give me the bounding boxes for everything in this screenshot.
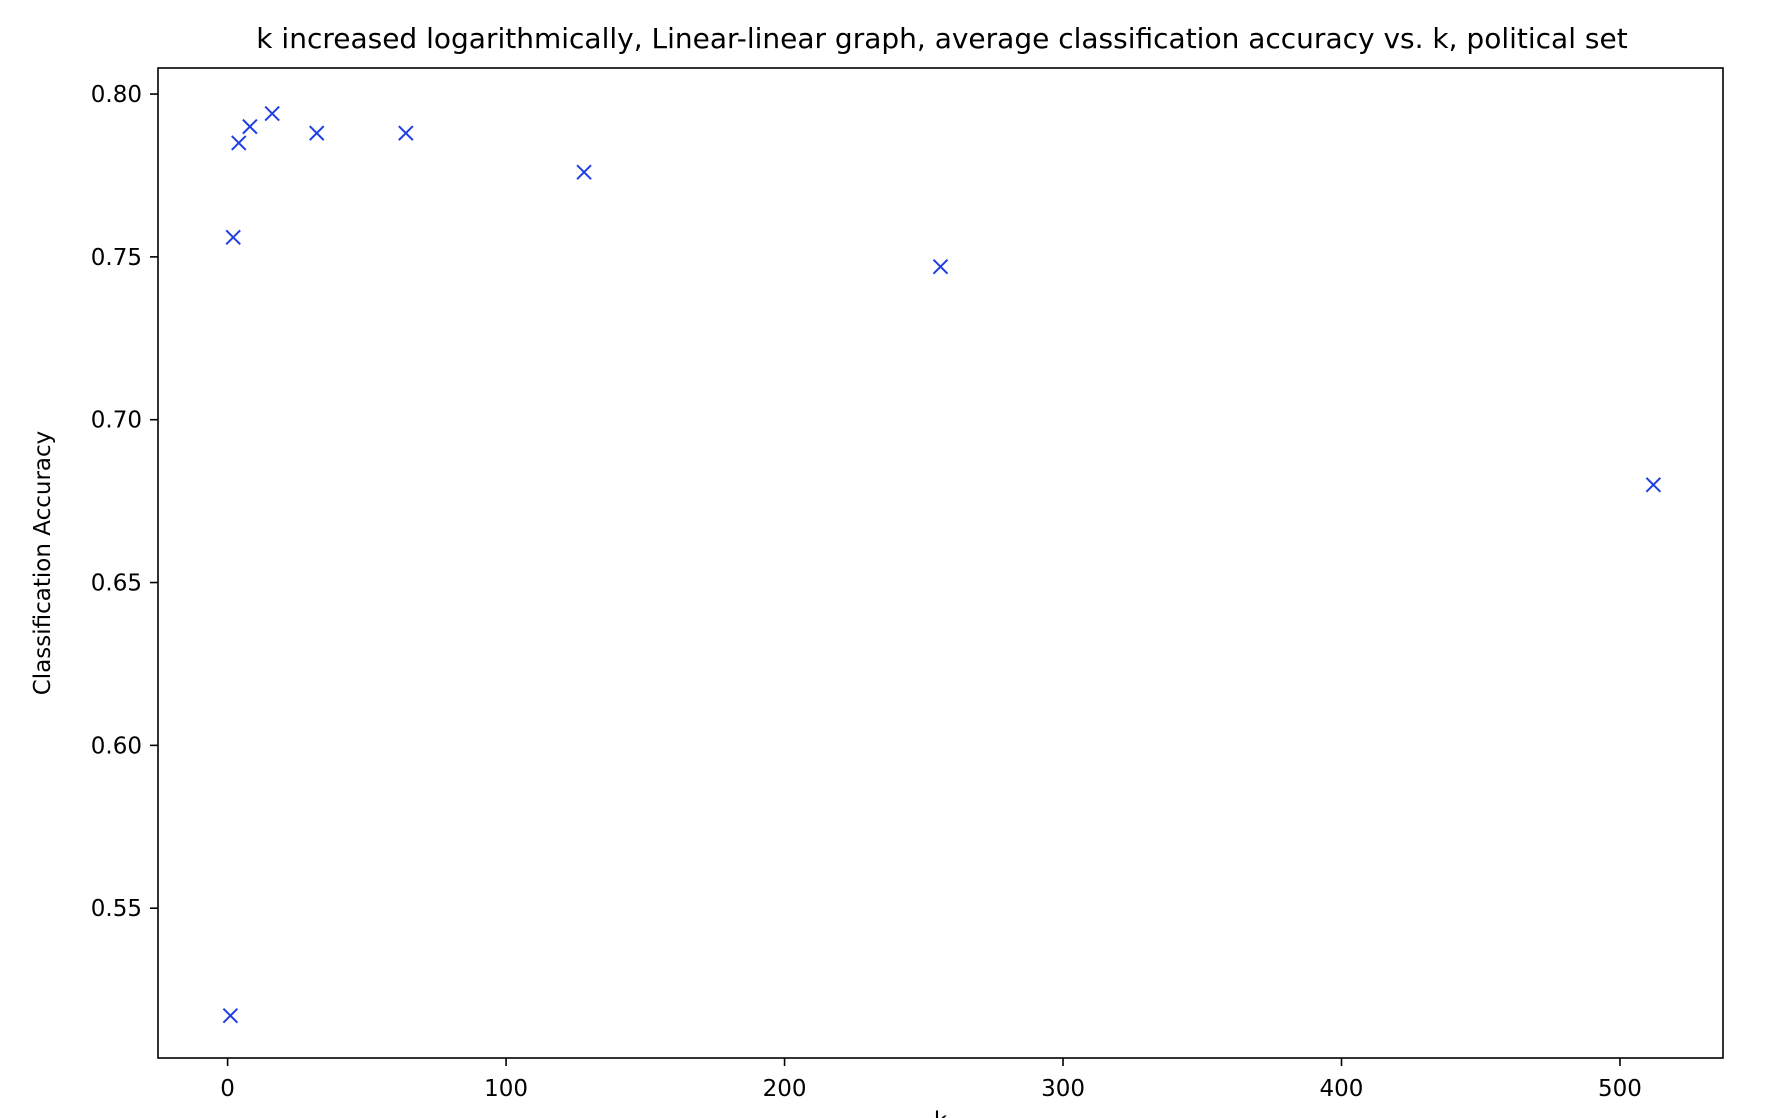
x-axis-label: k <box>934 1108 948 1118</box>
x-tick-label: 500 <box>1598 1076 1642 1102</box>
x-tick-label: 100 <box>484 1076 528 1102</box>
data-point <box>231 135 247 151</box>
data-point <box>398 125 414 141</box>
y-tick-label: 0.70 <box>91 408 142 434</box>
data-point-stroke <box>398 125 414 141</box>
x-tick-label: 200 <box>763 1076 807 1102</box>
data-point <box>242 118 258 135</box>
x-tick-label: 0 <box>220 1076 235 1102</box>
y-tick-label: 0.65 <box>91 571 142 597</box>
data-point-stroke <box>932 258 949 275</box>
chart-title: k increased logarithmically, Linear-line… <box>256 22 1627 55</box>
y-tick-label: 0.60 <box>91 733 142 759</box>
data-point-stroke <box>576 164 592 180</box>
data-point <box>309 125 325 141</box>
data-point <box>932 258 949 275</box>
data-point-stroke <box>264 105 280 122</box>
x-tick-label: 400 <box>1320 1076 1364 1102</box>
y-tick-label: 0.55 <box>91 896 142 922</box>
plot-area: 0 100 200 300 400 500 0.55 0.60 0.65 0.70 0.75 0.80 <box>91 67 1724 1102</box>
data-point <box>576 164 592 180</box>
axes-frame <box>157 67 1724 1059</box>
x-tick-label: 300 <box>1041 1076 1085 1102</box>
y-axis-label: Classification Accuracy <box>30 431 56 696</box>
y-tick-label: 0.80 <box>91 82 142 108</box>
data-point <box>1645 477 1662 493</box>
data-point-stroke <box>222 1007 239 1024</box>
data-point-stroke <box>309 125 325 141</box>
y-tick-label: 0.75 <box>91 245 142 271</box>
data-point-stroke <box>1645 477 1662 493</box>
data-point <box>225 229 241 246</box>
data-point-stroke <box>242 118 258 135</box>
data-point-stroke <box>225 229 241 246</box>
data-point-stroke <box>231 135 247 151</box>
data-point <box>264 105 280 122</box>
data-point <box>222 1007 239 1024</box>
